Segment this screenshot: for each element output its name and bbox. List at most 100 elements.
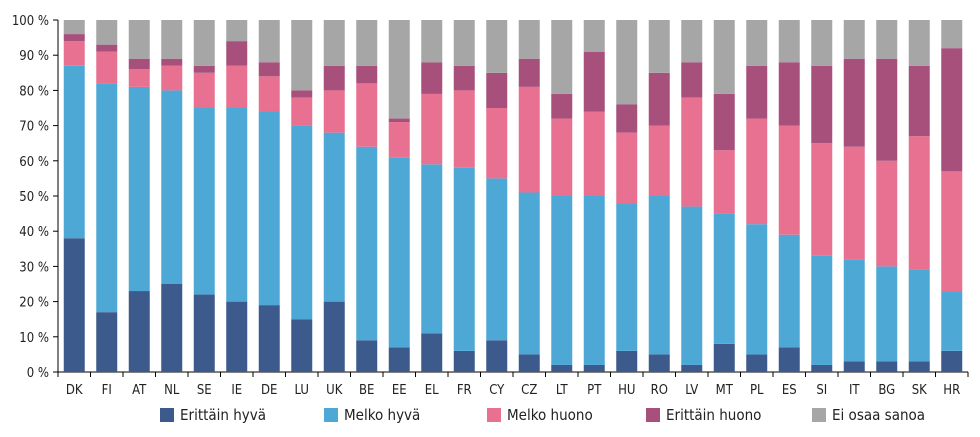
bar-segment-fr-1 (453, 167, 475, 351)
bar-segment-at-1 (128, 86, 150, 292)
bar-segment-pl-3 (746, 65, 768, 119)
bar-segment-uk-0 (323, 301, 345, 372)
bar-segment-de-2 (258, 76, 280, 112)
bar-segment-es-4 (778, 20, 800, 63)
bar-segment-si-1 (811, 255, 833, 365)
bar-segment-bg-0 (876, 361, 898, 372)
bar-segment-pl-0 (746, 354, 768, 372)
bar-segment-de-1 (258, 111, 280, 306)
x-tick-label: PT (587, 383, 602, 398)
bar-segment-hr-4 (941, 20, 963, 49)
bar-segment-de-4 (258, 20, 280, 63)
x-tick-label: MT (716, 383, 734, 398)
bar-segment-nl-3 (161, 58, 183, 66)
x-tick-label: NL (164, 383, 180, 398)
x-tick-label: SE (197, 383, 212, 398)
bar-segment-el-3 (421, 62, 443, 94)
bar-segment-pt-3 (583, 51, 605, 112)
bar-segment-ro-1 (648, 196, 670, 355)
legend-swatch (160, 408, 174, 422)
bar-segment-fi-0 (96, 312, 118, 372)
bar-segment-es-1 (778, 234, 800, 348)
bar-segment-lu-2 (291, 97, 313, 126)
bar-segment-uk-3 (323, 65, 345, 91)
bar-segment-cy-1 (486, 178, 508, 341)
bar-segment-sk-1 (908, 269, 930, 362)
bar-segment-fi-4 (96, 20, 118, 45)
bar-segment-sk-0 (908, 361, 930, 372)
legend-item-ei-osaa-sanoa: Ei osaa sanoa (812, 404, 925, 426)
bar-segment-lt-2 (551, 118, 573, 196)
bar-segment-lt-0 (551, 364, 573, 372)
x-tick-label: DE (261, 383, 277, 398)
bar-segment-fr-2 (453, 90, 475, 168)
legend-label: Ei osaa sanoa (832, 406, 926, 424)
bar-segment-ie-3 (226, 41, 248, 66)
bar-segment-ie-0 (226, 301, 248, 372)
x-tick-label: UK (326, 383, 343, 398)
bar-segment-dk-3 (63, 34, 85, 42)
bar-segment-se-2 (193, 72, 215, 108)
bar-segment-mt-3 (713, 93, 735, 151)
bar-segment-hr-1 (941, 291, 963, 351)
x-tick-label: SK (912, 383, 927, 398)
legend-label: Erittäin huono (666, 406, 762, 424)
bar-segment-ee-2 (388, 122, 410, 158)
bar-segment-si-4 (811, 20, 833, 66)
bar-segment-hu-1 (616, 203, 638, 351)
bar-segment-it-1 (843, 259, 865, 362)
bar-segment-ee-0 (388, 347, 410, 372)
bar-segment-cz-0 (518, 354, 540, 372)
bar-segment-ro-2 (648, 125, 670, 196)
bar-segment-nl-1 (161, 90, 183, 285)
legend-swatch (646, 408, 660, 422)
bar-segment-cy-0 (486, 340, 508, 372)
bar-segment-it-4 (843, 20, 865, 59)
x-tick-label: RO (651, 383, 668, 398)
bar-segment-ie-4 (226, 20, 248, 42)
x-tick-label: ES (782, 383, 797, 398)
x-tick-label: DK (66, 383, 83, 398)
bar-segment-be-4 (356, 20, 378, 66)
bar-segment-fr-0 (453, 350, 475, 372)
bar-segment-fi-3 (96, 44, 118, 52)
bar-segment-ro-4 (648, 20, 670, 73)
x-tick-label: BG (878, 383, 895, 398)
legend-item-erittain-hyva: Erittäin hyvä (160, 404, 266, 426)
bar-segment-lt-3 (551, 93, 573, 119)
x-tick-label: PL (750, 383, 764, 398)
bar-segment-pl-4 (746, 20, 768, 66)
y-tick-label: 70 % (19, 120, 49, 135)
bar-segment-hr-3 (941, 48, 963, 172)
x-tick-label: BE (359, 383, 374, 398)
bar-segment-dk-2 (63, 41, 85, 66)
y-tick-label: 90 % (19, 49, 49, 64)
y-tick-label: 100 % (12, 14, 49, 29)
bar-segment-de-3 (258, 62, 280, 77)
x-tick-label: LT (556, 383, 569, 398)
y-tick-label: 40 % (19, 225, 49, 240)
bar-segment-se-3 (193, 65, 215, 73)
bar-segment-it-3 (843, 58, 865, 147)
bar-segment-de-0 (258, 305, 280, 372)
bar-segment-hr-2 (941, 171, 963, 292)
y-tick-label: 0 % (27, 366, 49, 381)
bar-segment-sk-4 (908, 20, 930, 66)
bar-segment-it-0 (843, 361, 865, 372)
bar-segment-se-0 (193, 294, 215, 372)
x-tick-label: EE (392, 383, 407, 398)
bar-segment-hr-0 (941, 350, 963, 372)
bar-segment-ee-3 (388, 118, 410, 123)
bar-segment-ro-0 (648, 354, 670, 372)
bar-segment-mt-1 (713, 213, 735, 344)
bar-segment-at-0 (128, 291, 150, 372)
bar-segment-hu-2 (616, 132, 638, 204)
bar-segment-cz-3 (518, 58, 540, 87)
legend-label: Melko huono (507, 406, 593, 424)
bar-segment-fr-3 (453, 65, 475, 91)
bar-segment-lu-0 (291, 319, 313, 372)
bar-segment-dk-4 (63, 20, 85, 35)
bar-segment-dk-1 (63, 65, 85, 239)
bar-segment-ie-1 (226, 108, 248, 302)
